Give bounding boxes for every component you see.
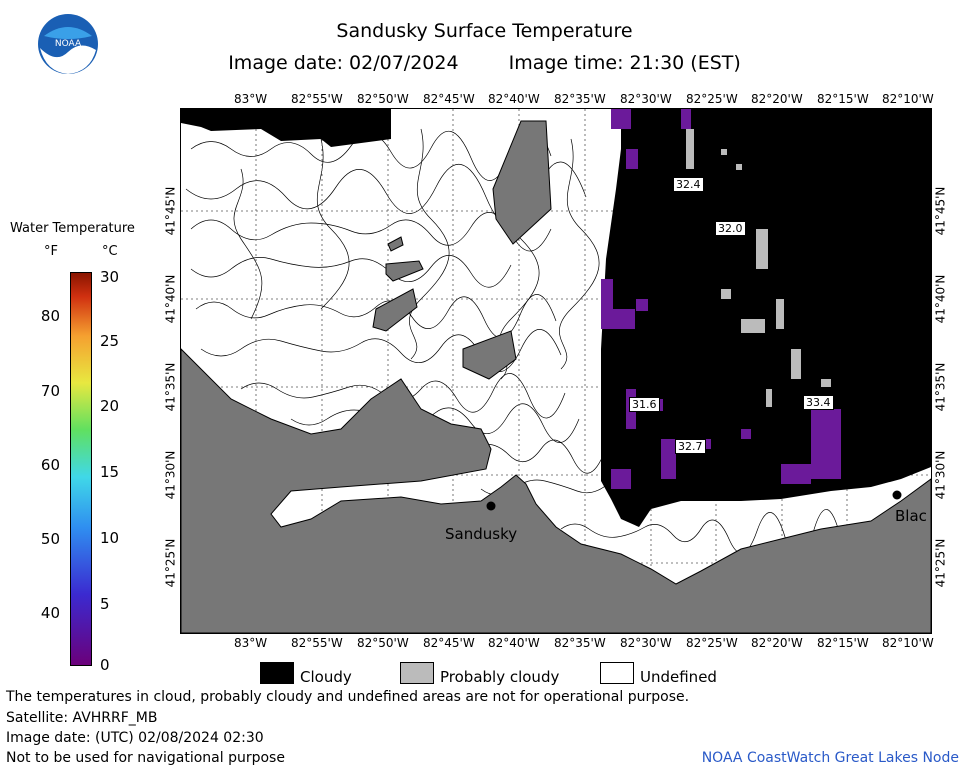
legend-cloudy: Cloudy [300,668,352,686]
lon-tick: 82°25'W [686,636,738,650]
lon-tick: 82°10'W [882,92,934,106]
lon-tick: 83°W [234,636,268,650]
temp-label: 32.7 [675,439,706,454]
lon-tick: 82°35'W [554,636,606,650]
temp-label: 33.4 [803,395,834,410]
c-tick: 10 [100,529,120,547]
lat-tick: 41°40'N [933,274,948,324]
lat-tick: 41°35'N [163,362,178,412]
lon-tick: 83°W [234,92,268,106]
f-tick: 40 [40,604,60,622]
f-tick: 50 [40,530,60,548]
scale-title: Water Temperature [10,221,135,236]
image-datetime: Image date: 02/07/2024 Image time: 21:30… [0,52,969,74]
lon-tick: 82°35'W [554,92,606,106]
f-tick: 80 [40,307,60,325]
c-tick: 5 [100,595,110,613]
lat-tick: 41°45'N [163,186,178,236]
lon-tick: 82°20'W [751,92,803,106]
probably-cloudy-patches [686,129,831,407]
lon-tick: 82°45'W [423,636,475,650]
legend-swatch-cloudy [260,662,294,684]
lat-tick: 41°35'N [933,362,948,412]
island [492,120,552,245]
logo-text: NOAA [55,39,82,49]
footer-note: The temperatures in cloud, probably clou… [6,689,690,705]
island [372,288,418,332]
lon-tick: 82°55'W [291,92,343,106]
lon-tick: 82°55'W [291,636,343,650]
unit-f: °F [44,244,58,259]
island [462,330,517,380]
cloud-mass [601,109,931,527]
lon-tick: 82°10'W [882,636,934,650]
lon-tick: 82°50'W [357,636,409,650]
lon-tick: 82°20'W [751,636,803,650]
lon-tick: 82°50'W [357,92,409,106]
footer-satellite: Satellite: AVHRRF_MB [6,710,158,726]
c-tick: 30 [100,268,120,286]
c-tick: 0 [100,656,110,674]
temperature-map: Sandusky Blac 32.4 32.0 31.6 32.7 33.4 [180,108,932,634]
map-canvas [181,109,931,633]
c-tick: 25 [100,332,120,350]
lon-tick: 82°30'W [620,636,672,650]
f-tick: 70 [40,382,60,400]
island [387,236,404,252]
lat-tick: 41°30'N [933,450,948,500]
c-tick: 15 [100,463,120,481]
blac-marker [892,490,902,500]
island [385,260,424,282]
temp-label: 32.0 [715,221,746,236]
footer-credit: NOAA CoastWatch Great Lakes Node [701,750,959,766]
color-scale-bar [70,272,92,666]
lon-tick: 82°15'W [817,636,869,650]
lat-tick: 41°30'N [163,450,178,500]
c-tick: 20 [100,397,120,415]
lon-tick: 82°15'W [817,92,869,106]
temp-label: 32.4 [673,177,704,192]
lon-tick: 82°45'W [423,92,475,106]
lat-tick: 41°45'N [933,186,948,236]
lon-tick: 82°40'W [488,92,540,106]
page-title: Sandusky Surface Temperature [336,20,633,42]
f-tick: 60 [40,456,60,474]
legend-undefined: Undefined [640,668,717,686]
cloud-strip [181,109,391,147]
footer-utc-date: Image date: (UTC) 02/08/2024 02:30 [6,730,264,746]
image-time: Image time: 21:30 (EST) [508,52,741,74]
place-label-blac: Blac [895,507,927,525]
lat-tick: 41°25'N [163,538,178,588]
place-label-sandusky: Sandusky [445,525,518,543]
image-date: Image date: 02/07/2024 [228,52,459,74]
temp-label: 31.6 [629,397,660,412]
lon-tick: 82°30'W [620,92,672,106]
lat-tick: 41°40'N [163,274,178,324]
lon-tick: 82°25'W [686,92,738,106]
sandusky-marker [486,501,496,511]
unit-c: °C [102,244,118,259]
legend-probably-cloudy: Probably cloudy [440,668,560,686]
footer-nav-warning: Not to be used for navigational purpose [6,750,285,766]
lat-tick: 41°25'N [933,538,948,588]
land [181,348,931,633]
legend-swatch-undefined [600,662,634,684]
lon-tick: 82°40'W [488,636,540,650]
legend-swatch-probably-cloudy [400,662,434,684]
noaa-logo: NOAA [36,12,100,76]
